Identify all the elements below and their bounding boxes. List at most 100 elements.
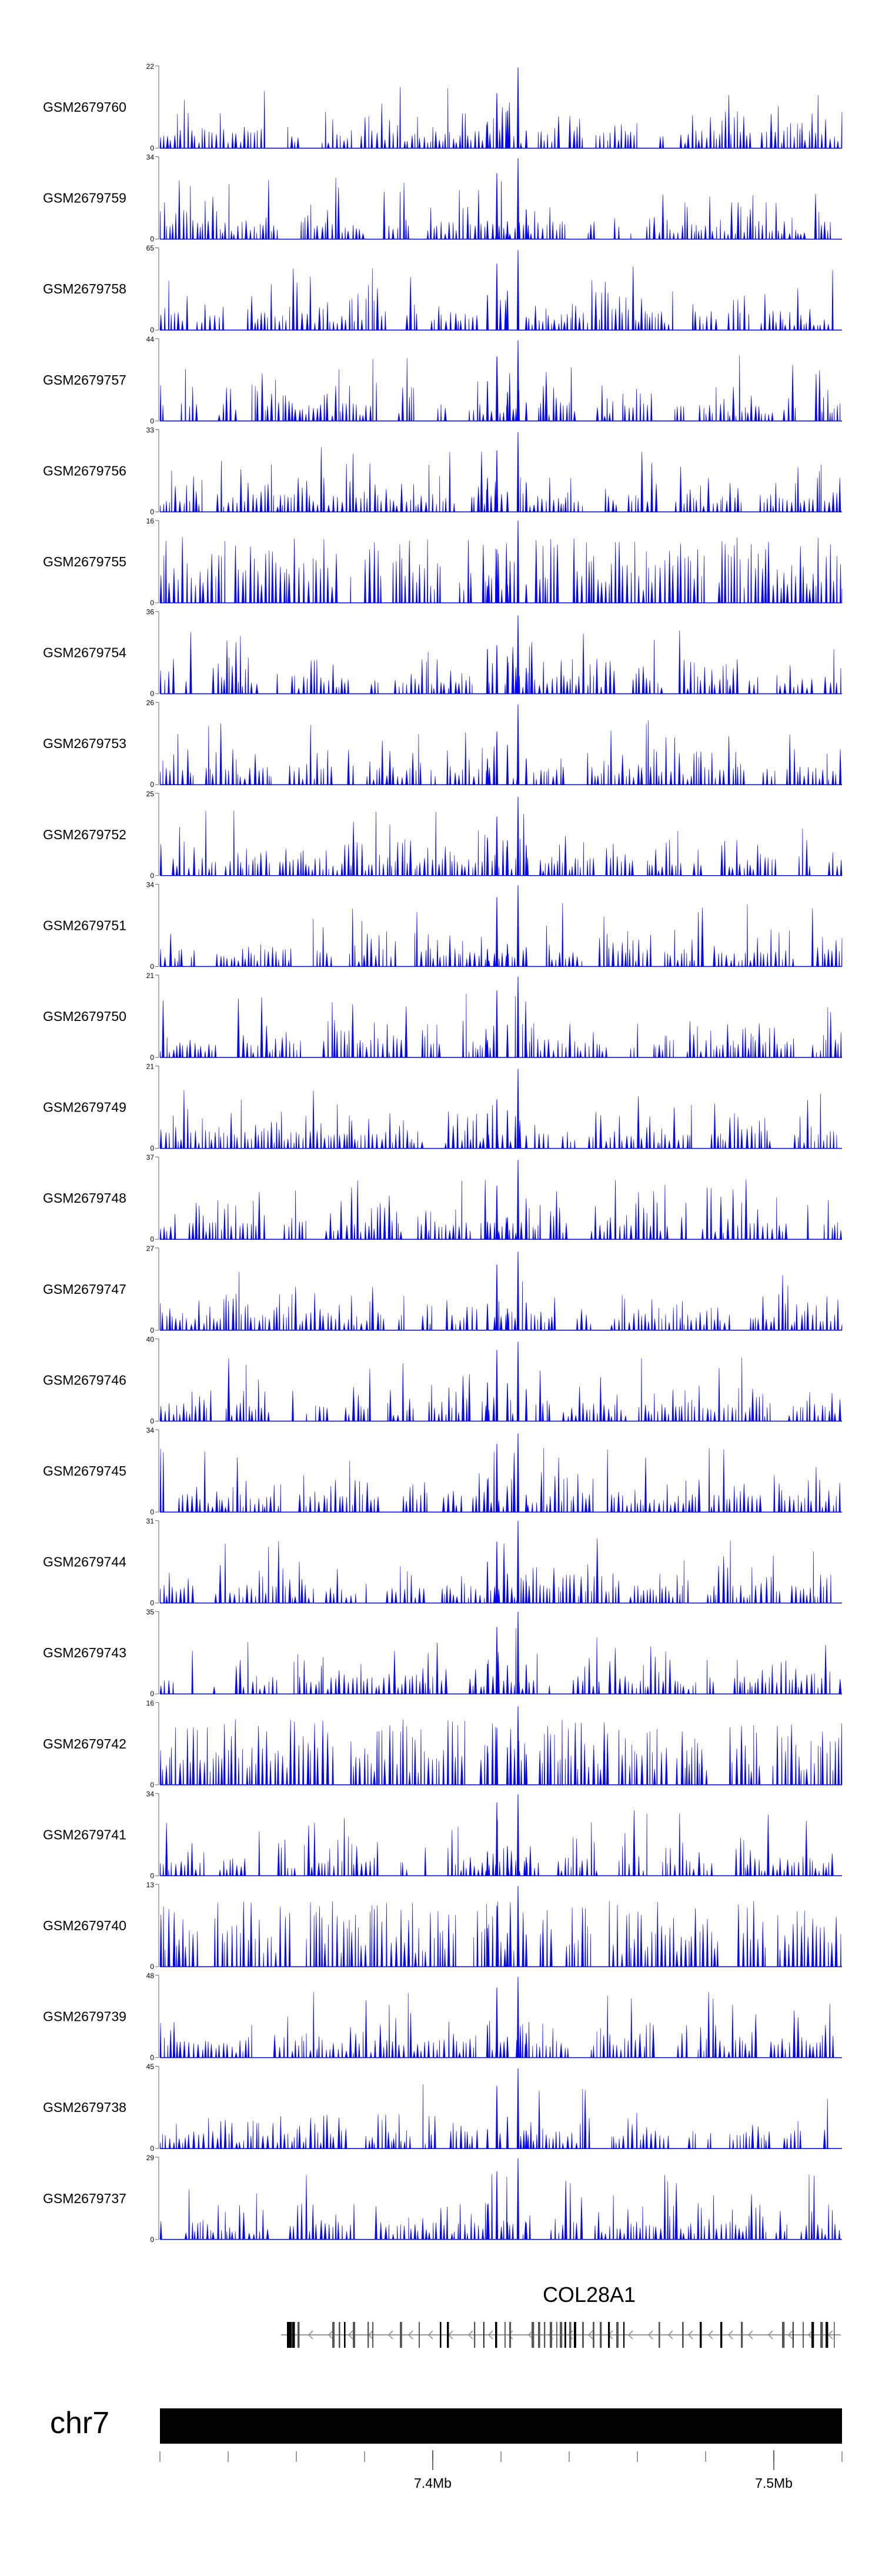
- y-min-label: 0: [150, 2144, 154, 2153]
- coverage-profile: [159, 1719, 843, 1786]
- track-label: GSM2679760: [43, 99, 126, 115]
- y-min-label: 0: [150, 2235, 154, 2244]
- coverage-peak: [506, 111, 509, 149]
- coverage-peak: [506, 1383, 509, 1422]
- coverage-peak: [486, 758, 489, 785]
- track-label: GSM2679754: [43, 645, 126, 660]
- coverage-peak: [486, 649, 489, 695]
- strand-arrow-icon: [348, 2330, 353, 2340]
- y-max-label: 22: [146, 62, 155, 71]
- gene-exon: [608, 2322, 610, 2348]
- y-max-label: 21: [146, 972, 155, 980]
- gene-exon: [741, 2322, 743, 2348]
- gene-exon: [287, 2322, 290, 2348]
- coverage-profile: [159, 2084, 842, 2149]
- y-max-label: 31: [146, 1517, 155, 1526]
- coverage-peak: [524, 209, 528, 240]
- gene-exon: [538, 2322, 540, 2348]
- coverage-tracks: GSM2679760220GSM2679759340GSM2679758650G…: [43, 62, 843, 2244]
- coverage-track: GSM2679755 16 0: [43, 517, 843, 607]
- y-max-label: 45: [146, 2063, 155, 2071]
- strand-arrow-icon: [427, 2330, 433, 2340]
- strand-arrow-icon: [707, 2330, 713, 2340]
- coverage-peak: [516, 885, 520, 967]
- y-min-label: 0: [150, 417, 154, 425]
- gene-exon: [700, 2322, 702, 2348]
- y-min-label: 0: [150, 1053, 154, 1062]
- track-label: GSM2679759: [43, 191, 126, 206]
- gene-exon: [623, 2322, 625, 2348]
- y-max-label: 65: [146, 244, 155, 252]
- coverage-peak: [516, 1977, 520, 2058]
- y-min-label: 0: [150, 2054, 154, 2062]
- coverage-track: GSM2679745 34 0: [43, 1426, 842, 1516]
- y-max-label: 40: [146, 1335, 155, 1343]
- coverage-profile: [159, 537, 843, 603]
- y-max-label: 34: [146, 1790, 155, 1798]
- coverage-profile: [159, 355, 842, 422]
- y-min-label: 0: [150, 1871, 154, 1880]
- coverage-peak: [524, 1389, 528, 1422]
- gene-exon: [353, 2322, 356, 2348]
- coverage-peak: [486, 949, 489, 967]
- gene-exon: [550, 2322, 553, 2348]
- coverage-peak: [524, 1135, 528, 1149]
- track-label: GSM2679738: [43, 2100, 126, 2115]
- coverage-profile: [159, 1357, 842, 1422]
- strand-arrow-icon: [787, 2330, 793, 2340]
- chromosome-axis: chr7 7.4Mb 7.5Mb: [50, 2406, 843, 2491]
- coverage-track: GSM2679742 16 0: [43, 1699, 843, 1789]
- track-label: GSM2679755: [43, 554, 126, 569]
- gene-exon: [569, 2322, 572, 2348]
- coverage-track: GSM2679754 36 0: [43, 608, 842, 698]
- y-min-label: 0: [150, 1235, 154, 1243]
- x-tick-label: 7.5Mb: [755, 2475, 793, 2491]
- gene-exon: [368, 2322, 369, 2348]
- coverage-peak: [506, 1217, 509, 1240]
- coverage-profile: [159, 1538, 842, 1603]
- coverage-track: GSM2679758 65 0: [43, 244, 842, 334]
- coverage-peak: [506, 1573, 509, 1604]
- coverage-peak: [516, 796, 520, 876]
- coverage-peak: [486, 295, 489, 331]
- coverage-peak: [524, 2033, 528, 2058]
- gene-exon: [556, 2322, 557, 2348]
- gene-exon: [447, 2322, 449, 2348]
- strand-arrow-icon: [647, 2330, 653, 2340]
- coverage-peak: [516, 1433, 520, 1513]
- y-min-label: 0: [150, 872, 154, 880]
- y-max-label: 37: [146, 1153, 155, 1162]
- coverage-profile: [159, 1272, 843, 1331]
- coverage-peak: [506, 2037, 509, 2058]
- track-label: GSM2679748: [43, 1190, 126, 1206]
- coverage-peak: [495, 450, 499, 512]
- gene-exon: [820, 2322, 823, 2348]
- coverage-track: GSM2679753 26 0: [43, 699, 842, 789]
- coverage-peak: [506, 1846, 509, 1876]
- gene-exon: [339, 2322, 340, 2348]
- coverage-peak: [495, 1264, 499, 1331]
- track-label: GSM2679745: [43, 1463, 126, 1479]
- coverage-peak: [495, 1350, 499, 1422]
- strand-arrow-icon: [807, 2330, 813, 2340]
- y-max-label: 29: [146, 2154, 155, 2162]
- coverage-profile: [159, 266, 842, 331]
- coverage-peak: [486, 1746, 489, 1786]
- coverage-peak: [516, 1886, 520, 1967]
- y-max-label: 34: [146, 880, 155, 889]
- coverage-peak: [506, 1025, 509, 1058]
- coverage-peak: [495, 356, 499, 422]
- coverage-peak: [506, 1110, 509, 1149]
- coverage-track: GSM2679749 21 0: [43, 1063, 842, 1153]
- gene-annotation-track: COL28A1: [281, 2283, 841, 2348]
- coverage-peak: [516, 250, 520, 331]
- gene-exon: [793, 2322, 794, 2348]
- coverage-track: GSM2679740 13 0: [43, 1881, 842, 1971]
- coverage-peak: [524, 1494, 528, 1513]
- coverage-peak: [524, 584, 528, 603]
- coverage-peak: [495, 93, 499, 149]
- coverage-track: GSM2679757 44 0: [43, 335, 842, 425]
- x-tick-label: 7.4Mb: [414, 2475, 452, 2491]
- coverage-peak: [486, 837, 489, 876]
- coverage-peak: [506, 492, 509, 512]
